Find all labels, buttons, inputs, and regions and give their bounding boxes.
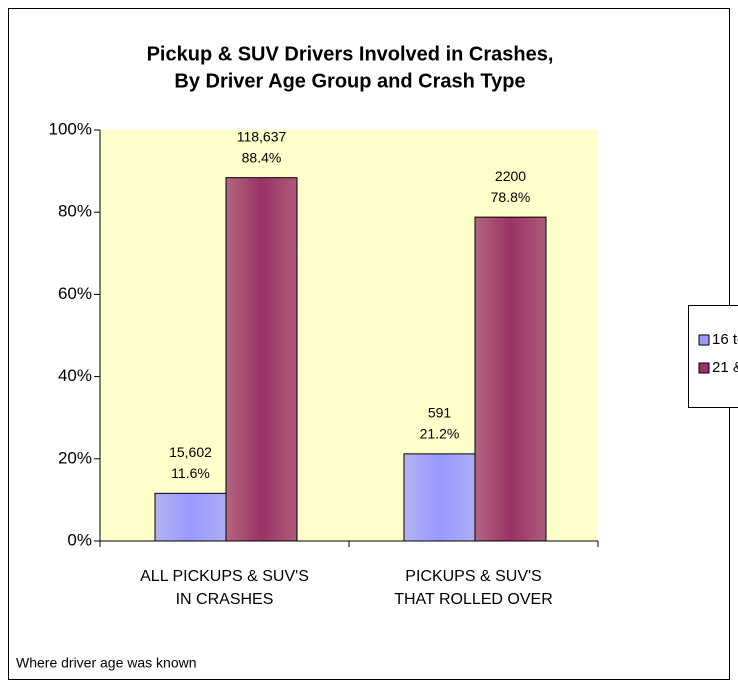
y-tick-label: 0%: [67, 530, 92, 549]
y-tick-label: 20%: [58, 448, 92, 467]
count-label: 591: [428, 405, 452, 421]
value-label: 88.4%: [242, 149, 282, 165]
chart-title: By Driver Age Group and Crash Type: [174, 70, 525, 92]
value-label: 11.6%: [171, 465, 210, 481]
legend-swatch: [698, 362, 710, 374]
bar: [474, 216, 547, 542]
count-label: 118,637: [237, 128, 287, 144]
x-tick-label: ALL PICKUPS & SUV'S: [140, 568, 309, 585]
y-tick-label: 40%: [58, 366, 92, 385]
value-label: 78.8%: [491, 189, 531, 205]
x-tick-label: IN CRASHES: [176, 591, 274, 608]
bar: [225, 177, 298, 542]
footnote: Where driver age was known: [16, 655, 197, 671]
legend-label: 16 to 20: [712, 331, 738, 348]
y-tick-label: 80%: [58, 202, 92, 221]
x-tick-label: THAT ROLLED OVER: [394, 591, 553, 608]
y-tick-label: 100%: [49, 119, 92, 138]
bar: [403, 453, 476, 542]
count-label: 2200: [495, 168, 526, 184]
legend-swatch: [698, 334, 710, 346]
count-label: 15,602: [169, 444, 212, 460]
value-label: 21.2%: [420, 426, 460, 442]
x-tick-label: PICKUPS & SUV'S: [405, 568, 541, 585]
bar: [154, 492, 227, 542]
y-tick-label: 60%: [58, 284, 92, 303]
chart-title: Pickup & SUV Drivers Involved in Crashes…: [147, 43, 554, 65]
legend-box: [688, 305, 738, 408]
legend-label: 21 & Up: [712, 359, 738, 376]
